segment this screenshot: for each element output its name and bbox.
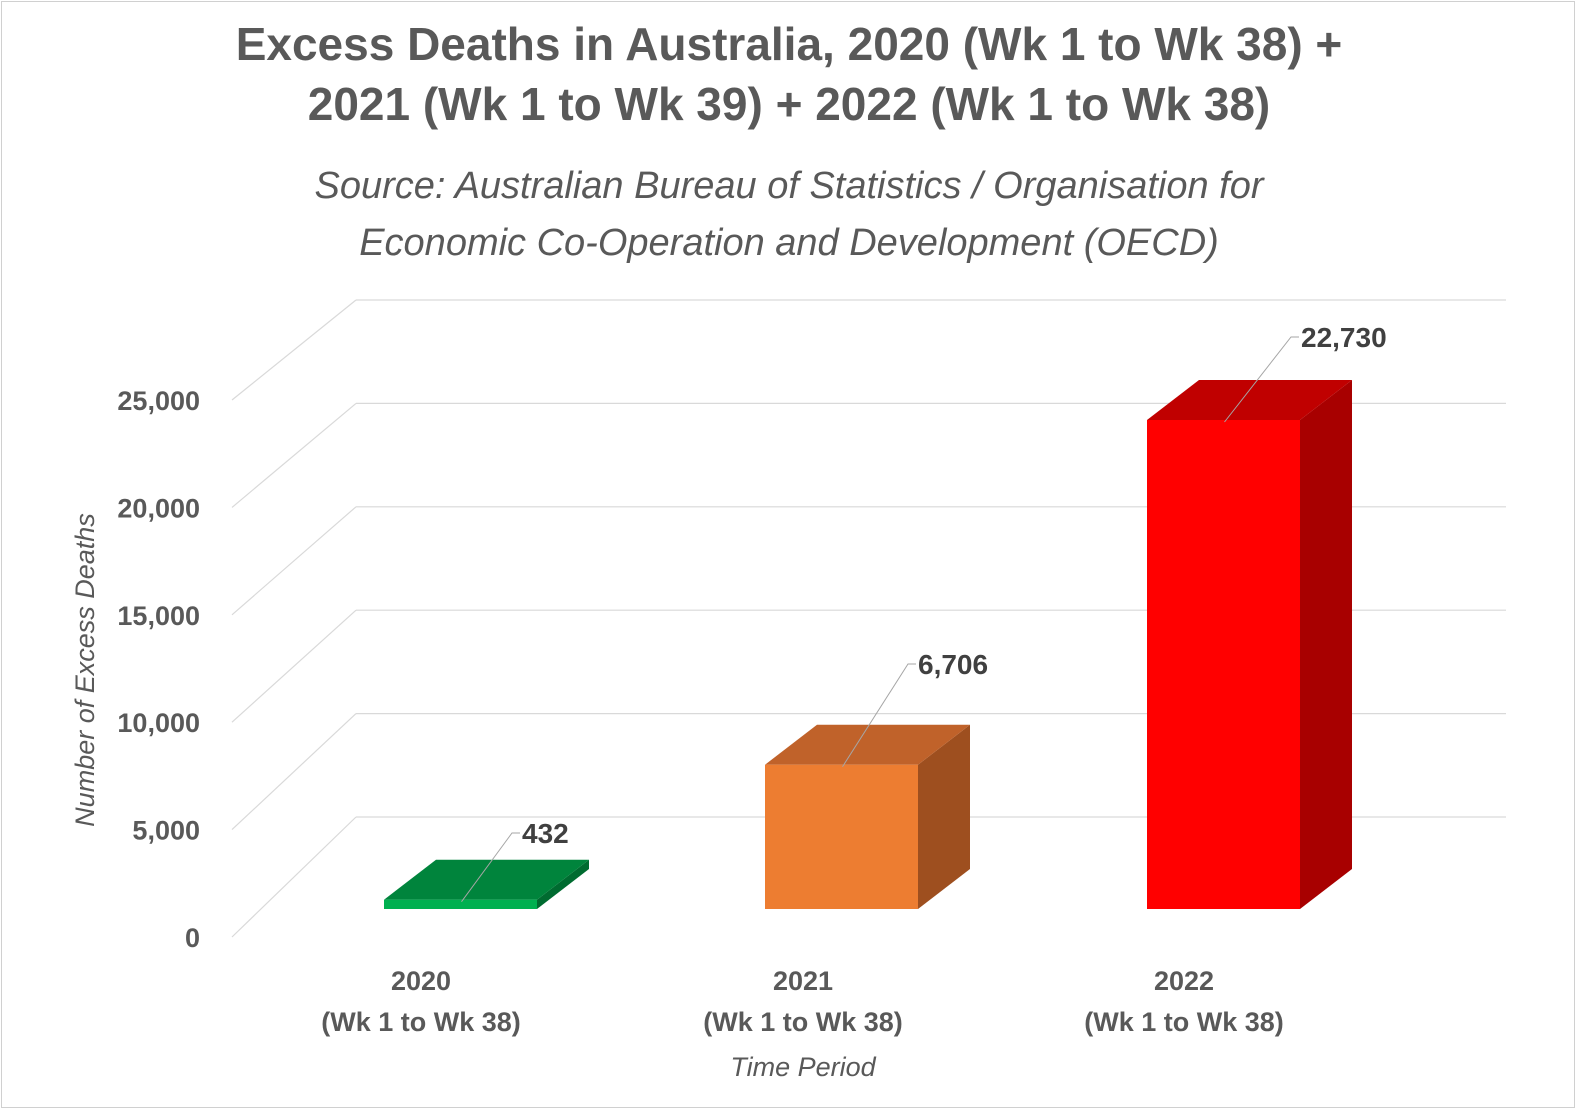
chart-title: Excess Deaths in Australia, 2020 (Wk 1 t…: [0, 14, 1578, 134]
x-tick-year: 2022: [1154, 966, 1214, 996]
x-axis-ticks: 2020 (Wk 1 to Wk 38) 2021 (Wk 1 to Wk 38) 20…: [321, 966, 1284, 1037]
chart-subtitle-line-1: Source: Australian Bureau of Statistics …: [314, 165, 1264, 207]
chart-title-line-1: Excess Deaths in Australia, 2020 (Wk 1 t…: [235, 18, 1343, 70]
data-label: 22,730: [1301, 322, 1387, 353]
y-axis-title: Number of Excess Deaths: [70, 513, 100, 827]
gridline-side: [231, 299, 357, 401]
x-tick-year: 2021: [773, 966, 833, 996]
chart-title-line-2: 2021 (Wk 1 to Wk 39) + 2022 (Wk 1 to Wk …: [307, 78, 1271, 130]
y-tick-label: 15,000: [117, 601, 200, 631]
leader-line: [1224, 336, 1299, 423]
bar-side: [918, 724, 970, 909]
data-label: 432: [522, 818, 569, 849]
gridline-side: [231, 713, 357, 831]
y-tick-label: 5,000: [132, 816, 200, 846]
x-tick-year: 2020: [391, 966, 451, 996]
bars: [384, 380, 1352, 909]
gridline-side: [231, 609, 357, 723]
bar-top: [384, 859, 589, 900]
bar: [1147, 420, 1300, 909]
y-tick-label: 20,000: [117, 493, 200, 523]
bar: [384, 899, 537, 909]
data-label: 6,706: [918, 649, 988, 680]
gridline-side: [231, 506, 357, 616]
gridline-side: [231, 402, 357, 508]
bar-top: [1147, 380, 1352, 420]
chart-subtitle-line-2: Economic Co-Operation and Development (O…: [359, 222, 1219, 264]
bar-side: [537, 859, 589, 909]
bar: [765, 764, 918, 909]
y-axis-ticks: 0 5,000 10,000 15,000 20,000 25,000: [117, 386, 200, 953]
bar-side: [1300, 380, 1352, 909]
bar-top: [765, 724, 970, 765]
leader-line: [842, 663, 916, 767]
x-axis-title: Time Period: [730, 1052, 876, 1082]
chart-subtitle: Source: Australian Bureau of Statistics …: [0, 158, 1578, 272]
gridline-side: [231, 816, 357, 938]
data-labels: 432 6,706 22,730: [461, 322, 1387, 903]
x-tick-range: (Wk 1 to Wk 38): [703, 1007, 903, 1037]
x-tick-range: (Wk 1 to Wk 38): [321, 1007, 521, 1037]
y-tick-label: 0: [185, 923, 200, 953]
x-tick-range: (Wk 1 to Wk 38): [1084, 1007, 1284, 1037]
y-tick-label: 10,000: [117, 708, 200, 738]
leader-line: [461, 832, 520, 903]
y-tick-label: 25,000: [117, 386, 200, 416]
